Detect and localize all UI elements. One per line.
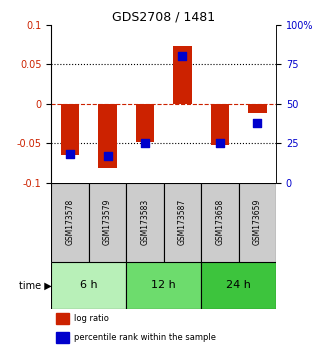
Point <box>105 153 110 159</box>
Text: percentile rank within the sample: percentile rank within the sample <box>74 333 216 342</box>
Point <box>67 152 73 157</box>
Bar <box>173 46 192 104</box>
Text: GSM173579: GSM173579 <box>103 199 112 245</box>
Bar <box>201 262 276 309</box>
Point <box>143 141 148 146</box>
Point <box>180 53 185 59</box>
Bar <box>248 104 267 113</box>
Text: GSM173658: GSM173658 <box>215 199 224 245</box>
Bar <box>56 313 69 324</box>
Bar <box>164 183 201 262</box>
Point <box>255 120 260 126</box>
Bar <box>211 104 229 145</box>
Text: GSM173583: GSM173583 <box>141 199 150 245</box>
Bar <box>56 332 69 343</box>
Text: 24 h: 24 h <box>226 280 251 290</box>
Text: 12 h: 12 h <box>151 280 176 290</box>
Bar <box>51 183 89 262</box>
Text: GSM173587: GSM173587 <box>178 199 187 245</box>
Bar <box>89 183 126 262</box>
Bar <box>51 262 126 309</box>
Bar <box>239 183 276 262</box>
Bar <box>201 183 239 262</box>
Bar <box>126 262 201 309</box>
Text: log ratio: log ratio <box>74 314 109 323</box>
Title: GDS2708 / 1481: GDS2708 / 1481 <box>112 11 215 24</box>
Point <box>217 141 222 146</box>
Text: GSM173578: GSM173578 <box>65 199 74 245</box>
Text: time ▶: time ▶ <box>19 280 51 290</box>
Bar <box>126 183 164 262</box>
Text: 6 h: 6 h <box>80 280 98 290</box>
Text: GSM173659: GSM173659 <box>253 199 262 245</box>
Bar <box>98 104 117 169</box>
Bar <box>61 104 79 155</box>
Bar <box>135 104 154 142</box>
